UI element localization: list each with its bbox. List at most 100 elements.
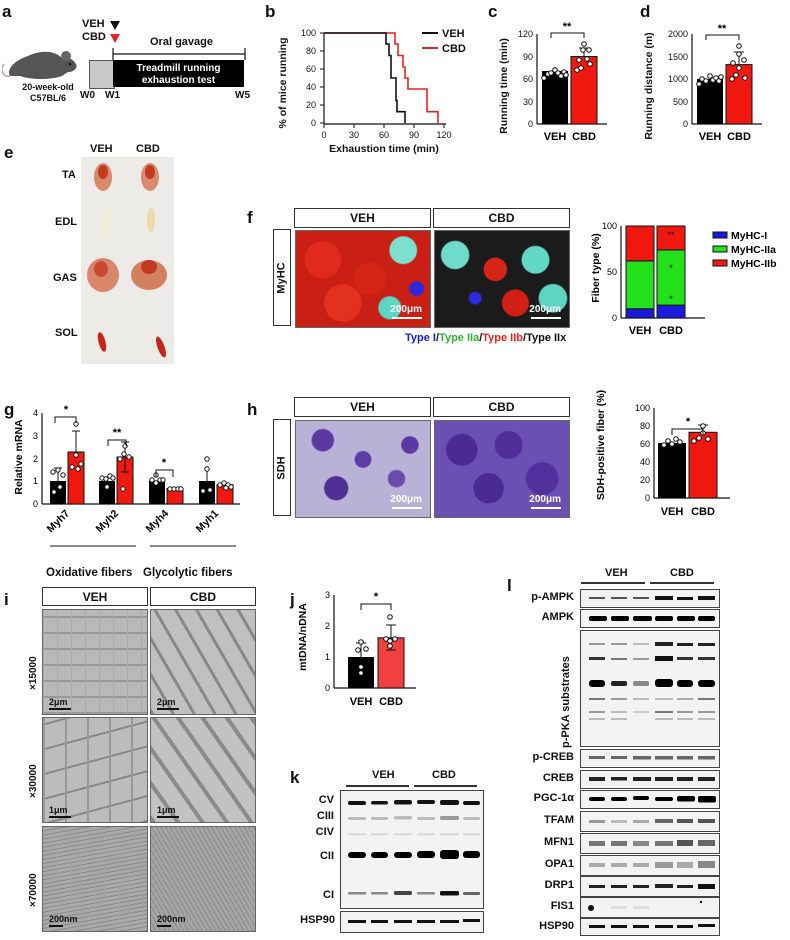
cbd-triangle-icon: [110, 34, 120, 43]
running-time-chart: Running time (min) 120 90 60 30 0 ** VEH CBD: [498, 21, 607, 143]
svg-text:**: **: [113, 427, 122, 439]
svg-text:**: **: [718, 23, 727, 35]
mag-label-70000: ×70000: [28, 873, 39, 907]
scale-bar-label: 1μm: [49, 805, 68, 815]
label-mfn1: MFN1: [544, 836, 574, 848]
svg-text:90: 90: [523, 52, 533, 62]
tick-w0: W0: [80, 90, 95, 101]
svg-text:Relative mRNA: Relative mRNA: [13, 419, 25, 495]
scale-bar: [49, 816, 71, 818]
tick-w5: W5: [235, 90, 250, 101]
svg-text:*: *: [686, 416, 691, 428]
header-cbd: CBD: [433, 397, 570, 417]
sdh-image-cbd: 200μm: [434, 420, 570, 518]
scale-bar-label: 200nm: [49, 914, 78, 924]
svg-text:0: 0: [612, 313, 617, 323]
svg-text:0: 0: [645, 493, 650, 503]
svg-text:VEH: VEH: [699, 131, 722, 143]
svg-text:VEH: VEH: [350, 696, 373, 708]
svg-text:60: 60: [523, 74, 533, 84]
band-ciii: CIII: [316, 810, 334, 822]
svg-text:500: 500: [673, 97, 688, 107]
svg-text:40: 40: [306, 82, 316, 92]
label-fis1: FIS1: [550, 900, 574, 912]
group-veh: VEH: [605, 567, 628, 579]
scale-bar-label: 200μm: [529, 304, 561, 315]
oral-gavage-bracket: [112, 48, 246, 60]
blot-pgc1a: [580, 790, 720, 809]
label-p-ampk: p-AMPK: [531, 591, 574, 603]
row-gas: GAS: [53, 272, 77, 284]
group-line-cbd: [650, 582, 714, 584]
svg-text:0: 0: [325, 683, 330, 693]
svg-text:100: 100: [635, 403, 650, 413]
scale-bar: [49, 925, 63, 927]
veh-marker-label: VEH: [82, 18, 105, 30]
treadmill-period-bar: Treadmill running exhaustion test: [113, 60, 244, 87]
oral-gavage-label: Oral gavage: [150, 36, 213, 48]
svg-text:1000: 1000: [668, 74, 688, 84]
svg-text:3: 3: [33, 431, 38, 441]
svg-text:60: 60: [640, 439, 650, 449]
scale-bar-label: 200nm: [157, 914, 186, 924]
svg-text:1500: 1500: [668, 52, 688, 62]
row-sol: SOL: [55, 327, 78, 339]
muscle-photo: [81, 157, 174, 364]
oxphos-blot: [340, 790, 484, 909]
svg-text:CBD: CBD: [659, 325, 683, 337]
label-pgc1a: PGC-1α: [533, 792, 574, 804]
scale-bar: [531, 317, 561, 319]
svg-text:50: 50: [607, 267, 617, 277]
svg-text:**: **: [563, 21, 572, 33]
panel-label-e: e: [4, 143, 14, 162]
svg-text:SDH-positive fiber (%): SDH-positive fiber (%): [595, 390, 607, 500]
group-cbd: CBD: [432, 769, 456, 781]
svg-text:**: **: [667, 230, 675, 240]
svg-text:80: 80: [640, 421, 650, 431]
svg-text:*: *: [374, 591, 379, 603]
svg-text:CBD: CBD: [572, 131, 596, 143]
running-distance-chart: Running distance (m) 2000 1500 1000 500 0 **…: [643, 23, 762, 143]
blot-hsp90: [580, 918, 720, 936]
em-cbd-15000: 2μm: [150, 609, 256, 715]
svg-text:120: 120: [436, 130, 451, 140]
blot-mfn1: [580, 833, 720, 854]
svg-text:MyHC-I: MyHC-I: [731, 230, 767, 242]
svg-text:2: 2: [33, 454, 38, 464]
svg-text:*: *: [669, 294, 673, 304]
blot-opa1: [580, 855, 720, 876]
panel-label-c: c: [488, 2, 498, 21]
row-label-sdh: SDH: [273, 419, 291, 516]
svg-text:Myh4: Myh4: [144, 508, 172, 536]
svg-text:60: 60: [379, 130, 389, 140]
blot-p-pka-substrates: [580, 630, 720, 747]
scale-bar-label: 200μm: [390, 304, 422, 315]
blot-fis1: [580, 897, 720, 918]
svg-text:20: 20: [640, 475, 650, 485]
panel-label-d: d: [640, 2, 651, 21]
cbd-marker-label: CBD: [82, 31, 106, 43]
sdh-positive-chart: SDH-positive fiber (%) 100 80 60 40 20 0 * VE…: [595, 390, 730, 518]
label-p-pka-substrates: p-PKA substrates: [560, 656, 572, 748]
glycolytic-fibers-label: Glycolytic fibers: [143, 567, 233, 579]
svg-text:3: 3: [325, 590, 330, 600]
svg-text:*: *: [162, 457, 167, 469]
band-civ: CIV: [315, 826, 334, 838]
header-veh: VEH: [294, 397, 431, 417]
svg-text:Running distance (m): Running distance (m): [643, 32, 655, 139]
hsp90-blot-k: [340, 911, 484, 933]
svg-text:80: 80: [306, 46, 316, 56]
header-cbd: CBD: [150, 587, 256, 606]
blot-tfam: [580, 811, 720, 832]
survival-chart: % of mice running 100 80 60 40 20 0 0 30 60 90 1…: [277, 28, 466, 155]
panel-label-h: h: [247, 400, 258, 419]
scale-bar-label: 200μm: [390, 494, 422, 505]
svg-text:0: 0: [321, 130, 326, 140]
svg-text:120: 120: [518, 29, 533, 39]
label-p-creb: p-CREB: [532, 751, 574, 763]
svg-text:VEH: VEH: [629, 325, 652, 337]
svg-text:Myh2: Myh2: [94, 508, 122, 536]
svg-text:Myh7: Myh7: [45, 508, 73, 536]
blot-creb: [580, 770, 720, 789]
